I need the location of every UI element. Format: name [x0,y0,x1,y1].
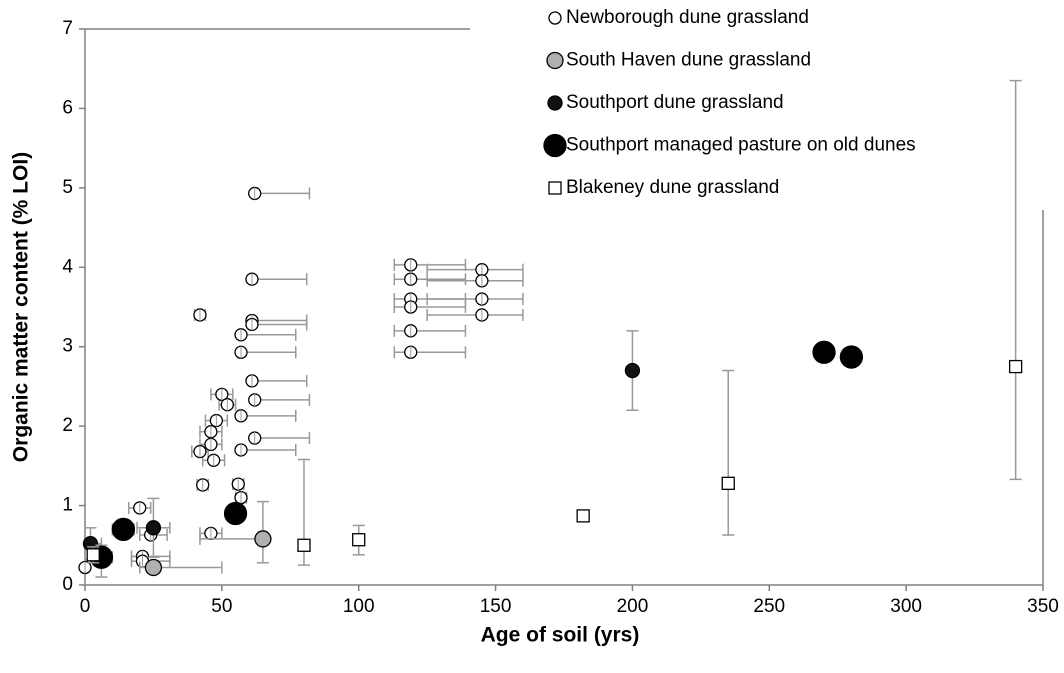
x-axis-title: Age of soil (yrs) [481,624,640,647]
y-tick-label: 6 [62,97,73,118]
legend-label: South Haven dune grassland [566,50,811,71]
x-tick-label: 300 [890,596,922,617]
data-point [223,501,248,526]
x-tick-label: 0 [80,596,91,617]
y-tick-label: 3 [62,336,73,357]
legend-marker [548,181,562,195]
y-tick-label: 2 [62,415,73,436]
y-tick-label: 0 [62,574,73,595]
data-point [576,509,590,523]
data-point [812,340,836,364]
y-axis-title: Organic matter content (% LOI) [10,152,33,462]
data-point [721,476,735,490]
legend-label: Southport dune grassland [566,92,784,113]
x-tick-label: 350 [1027,596,1059,617]
x-tick-label: 200 [617,596,649,617]
legend-label: Blakeney dune grassland [566,177,779,198]
x-tick-label: 150 [480,596,512,617]
data-point [86,548,100,562]
x-tick-label: 250 [753,596,785,617]
legend-label: Southport managed pasture on old dunes [566,135,916,156]
legend-label: Newborough dune grassland [566,7,809,28]
data-point [624,362,641,379]
data-point [1008,359,1023,374]
data-point [254,530,272,548]
x-tick-label: 50 [211,596,232,617]
legend-marker [547,95,563,111]
data-point [297,538,311,552]
x-tick-label: 100 [343,596,375,617]
y-tick-label: 4 [62,256,73,277]
legend-marker [543,133,567,158]
data-point [144,558,163,577]
data-point [839,345,864,369]
data-point [145,520,162,536]
legend-marker [546,51,564,70]
data-point [352,533,366,547]
y-tick-label: 5 [62,177,73,198]
data-point [111,517,135,542]
legend-marker [548,11,562,25]
y-tick-label: 7 [62,18,73,39]
y-tick-label: 1 [62,495,73,516]
